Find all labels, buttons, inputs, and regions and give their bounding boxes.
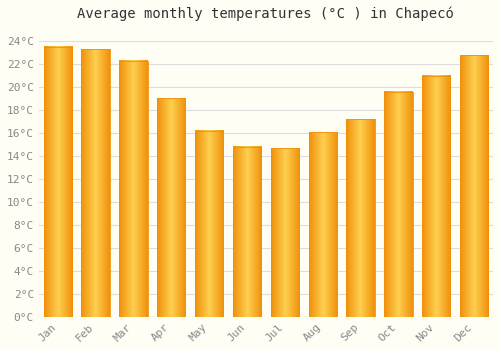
Title: Average monthly temperatures (°C ) in Chapecó: Average monthly temperatures (°C ) in Ch… [78, 7, 454, 21]
